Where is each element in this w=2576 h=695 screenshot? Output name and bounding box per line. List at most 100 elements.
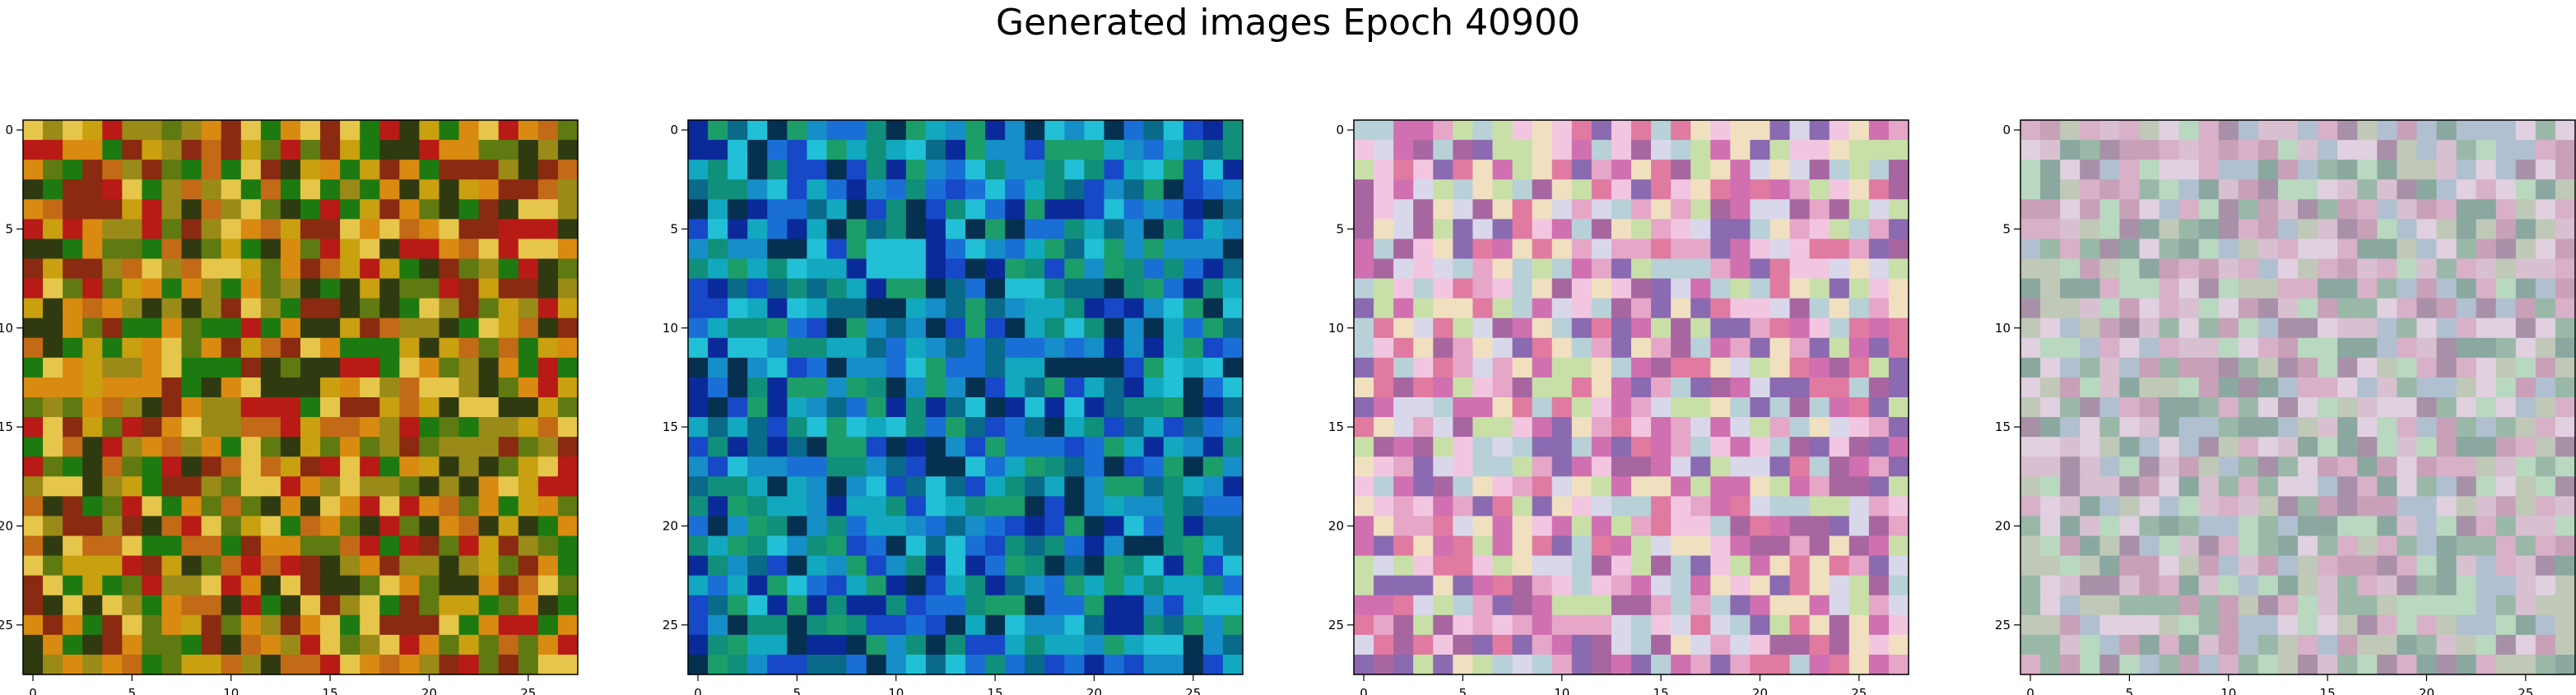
pixel-cell bbox=[846, 516, 867, 537]
pixel-cell bbox=[2397, 476, 2418, 497]
x-tick-label: 25 bbox=[1185, 686, 1201, 695]
pixel-cell bbox=[221, 239, 242, 260]
pixel-cell bbox=[161, 140, 183, 160]
pixel-cell bbox=[557, 179, 579, 200]
pixel-cell bbox=[1202, 160, 1224, 180]
pixel-cell bbox=[1433, 476, 1453, 497]
pixel-cell bbox=[2178, 397, 2200, 418]
pixel-cell bbox=[2139, 239, 2160, 260]
pixel-cell bbox=[905, 317, 927, 339]
pixel-cell bbox=[1750, 357, 1771, 378]
axes-frame bbox=[1353, 119, 1909, 675]
pixel-cell bbox=[2357, 555, 2378, 577]
pixel-cell bbox=[1354, 614, 1374, 636]
pixel-cell bbox=[240, 595, 262, 616]
pixel-cell bbox=[2218, 120, 2239, 141]
pixel-cell bbox=[866, 555, 887, 577]
pixel-cell bbox=[2436, 654, 2457, 675]
pixel-cell bbox=[1163, 219, 1184, 240]
pixel-cell bbox=[2119, 140, 2141, 160]
pixel-cell bbox=[102, 298, 123, 319]
pixel-cell bbox=[379, 397, 400, 418]
pixel-cell bbox=[708, 595, 728, 616]
pixel-cell bbox=[2218, 437, 2239, 457]
pixel-cell bbox=[280, 317, 301, 339]
pixel-cell bbox=[320, 437, 341, 457]
pixel-cell bbox=[1551, 634, 1573, 656]
pixel-cell bbox=[1631, 298, 1652, 319]
pixel-cell bbox=[2515, 595, 2536, 616]
pixel-cell bbox=[537, 317, 559, 339]
pixel-cell bbox=[2555, 140, 2576, 160]
pixel-cell bbox=[161, 496, 183, 517]
pixel-cell bbox=[1868, 377, 1890, 398]
pixel-cell bbox=[1829, 298, 1850, 319]
pixel-cell bbox=[2555, 595, 2576, 616]
pixel-cell bbox=[1064, 357, 1086, 378]
pixel-cell bbox=[1433, 535, 1453, 557]
pixel-cell bbox=[2060, 179, 2081, 200]
pixel-cell bbox=[320, 120, 341, 141]
pixel-cell bbox=[2357, 298, 2378, 319]
pixel-cell bbox=[2337, 258, 2358, 280]
pixel-cell bbox=[866, 654, 887, 675]
pixel-cell bbox=[498, 337, 519, 359]
pixel-cell bbox=[1413, 496, 1434, 517]
pixel-cell bbox=[747, 258, 768, 280]
pixel-cell bbox=[2080, 575, 2100, 596]
pixel-cell bbox=[925, 258, 946, 280]
pixel-cell bbox=[945, 179, 966, 200]
pixel-cell bbox=[1789, 317, 1811, 339]
pixel-cell bbox=[2139, 357, 2160, 378]
pixel-cell bbox=[518, 654, 539, 675]
pixel-cell bbox=[181, 555, 202, 577]
pixel-cell bbox=[1104, 219, 1125, 240]
pixel-cell bbox=[2159, 239, 2180, 260]
pixel-cell bbox=[1848, 377, 1870, 398]
pixel-cell bbox=[419, 634, 440, 656]
pixel-cell bbox=[537, 397, 559, 418]
pixel-cell bbox=[2119, 496, 2141, 517]
pixel-cell bbox=[82, 120, 103, 141]
pixel-cell bbox=[2397, 397, 2418, 418]
pixel-cell bbox=[925, 199, 946, 220]
pixel-cell bbox=[1044, 120, 1065, 141]
pixel-cell bbox=[1143, 397, 1165, 418]
pixel-cell bbox=[886, 456, 907, 477]
pixel-cell bbox=[2257, 456, 2279, 477]
pixel-cell bbox=[1492, 535, 1514, 557]
pixel-cell bbox=[2099, 555, 2120, 577]
pixel-cell bbox=[1413, 456, 1434, 477]
pixel-cell bbox=[688, 298, 709, 319]
pixel-cell bbox=[1651, 397, 1672, 418]
pixel-cell bbox=[2238, 219, 2259, 240]
pixel-cell bbox=[2040, 535, 2061, 557]
pixel-cell bbox=[2456, 120, 2477, 141]
pixel-cell bbox=[886, 496, 907, 517]
pixel-cell bbox=[2495, 199, 2517, 220]
pixel-cell bbox=[320, 397, 341, 418]
pixel-cell bbox=[43, 535, 63, 557]
pixel-cell bbox=[23, 516, 44, 537]
pixel-cell bbox=[1354, 456, 1374, 477]
pixel-cell bbox=[1064, 239, 1086, 260]
pixel-cell bbox=[340, 496, 360, 517]
y-tick-label: 10 bbox=[1995, 321, 2011, 336]
pixel-cell bbox=[360, 298, 380, 319]
pixel-cell bbox=[1104, 239, 1125, 260]
pixel-cell bbox=[1710, 160, 1731, 180]
pixel-cell bbox=[728, 456, 748, 477]
pixel-cell bbox=[300, 357, 321, 378]
pixel-cell bbox=[2357, 317, 2378, 339]
pixel-cell bbox=[787, 397, 808, 418]
pixel-cell bbox=[1433, 555, 1453, 577]
pixel-cell bbox=[767, 437, 788, 457]
pixel-cell bbox=[2495, 357, 2517, 378]
pixel-cell bbox=[320, 456, 341, 477]
pixel-cell bbox=[43, 437, 63, 457]
pixel-cell bbox=[2198, 120, 2220, 141]
pixel-cell bbox=[82, 258, 103, 280]
pixel-cell bbox=[1631, 456, 1652, 477]
pixel-cell bbox=[2238, 140, 2259, 160]
pixel-cell bbox=[1084, 278, 1105, 299]
